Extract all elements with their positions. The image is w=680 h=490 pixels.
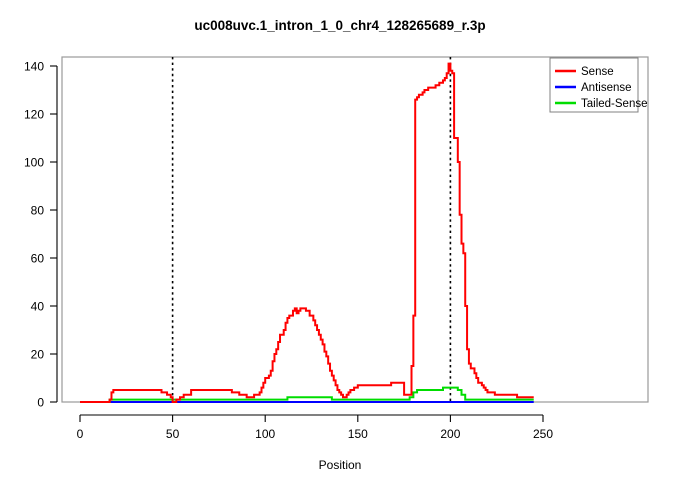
x-tick-label-250: 250 xyxy=(533,427,553,441)
y-tick-label-0: 0 xyxy=(37,396,44,410)
legend-label-antisense: Antisense xyxy=(581,82,632,94)
y-tick-label-20: 20 xyxy=(31,348,45,362)
y-tick-label-100: 100 xyxy=(24,156,44,170)
x-tick-label-150: 150 xyxy=(348,427,368,441)
series-line-sense xyxy=(80,62,534,403)
x-tick-label-50: 50 xyxy=(166,427,180,441)
y-tick-label-60: 60 xyxy=(31,252,45,266)
series-line-tailed-sense xyxy=(80,386,534,403)
x-tick-label-100: 100 xyxy=(255,427,275,441)
y-tick-label-80: 80 xyxy=(31,204,45,218)
y-tick-label-140: 140 xyxy=(24,60,44,74)
x-tick-label-0: 0 xyxy=(77,427,84,441)
legend-label-tailed-sense: Tailed-Sense xyxy=(581,98,647,110)
legend-label-sense: Sense xyxy=(581,66,614,78)
x-axis-label: Position xyxy=(318,458,362,472)
chart-title: uc008uvc.1_intron_1_0_chr4_128265689_r.3… xyxy=(194,18,486,33)
x-tick-label-200: 200 xyxy=(440,427,460,441)
y-tick-label-40: 40 xyxy=(31,300,45,314)
y-tick-label-120: 120 xyxy=(24,108,44,122)
